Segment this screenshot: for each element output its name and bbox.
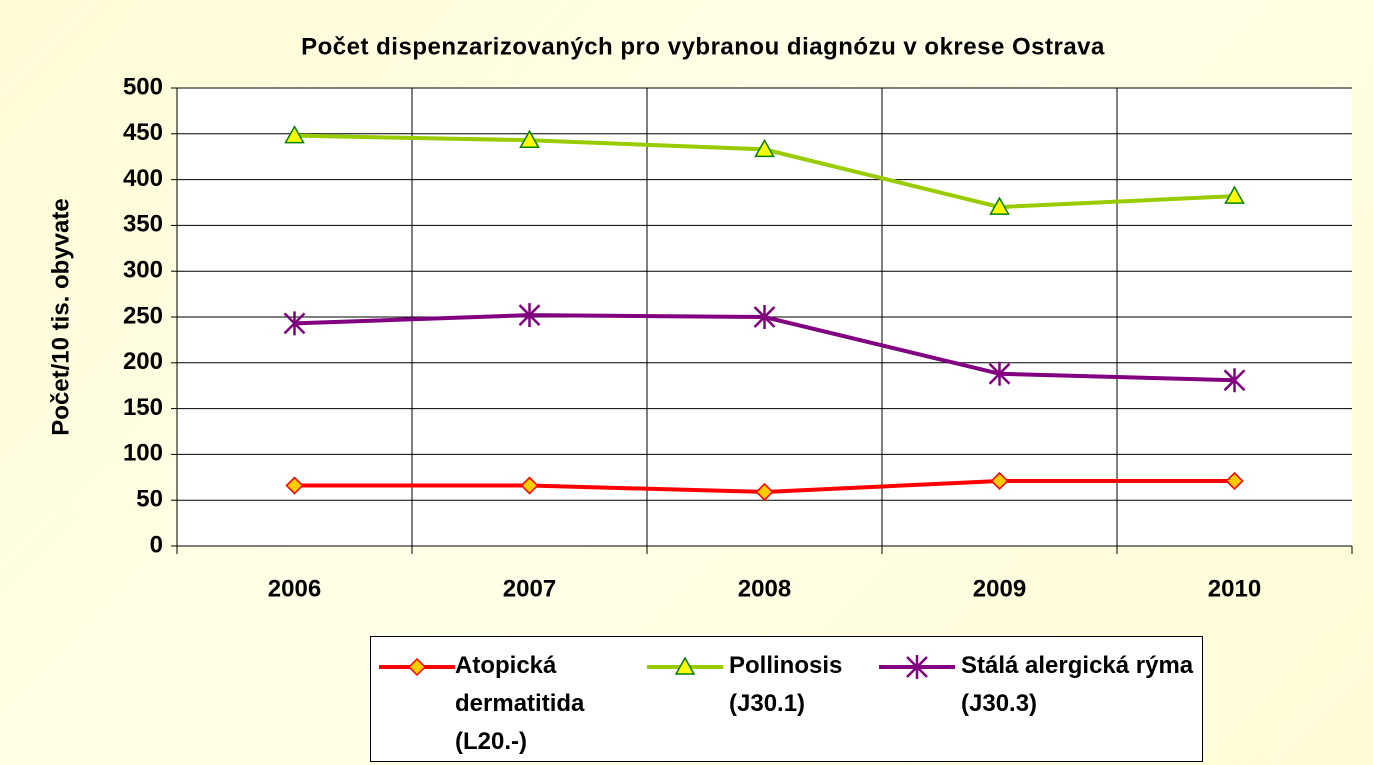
y-tick-label: 150 xyxy=(123,394,163,421)
x-tick-label: 2009 xyxy=(973,575,1026,602)
y-tick-label: 350 xyxy=(123,211,163,238)
marker xyxy=(755,482,774,502)
y-tick-label: 50 xyxy=(136,486,163,513)
y-tick-label: 0 xyxy=(150,531,163,558)
marker xyxy=(518,303,541,328)
x-tick-label: 2006 xyxy=(268,575,321,602)
x-tick-label: 2007 xyxy=(503,575,556,602)
marker xyxy=(520,476,539,495)
x-tick-label: 2008 xyxy=(738,575,791,602)
legend-swatch xyxy=(879,655,955,679)
y-tick-label: 200 xyxy=(123,348,163,375)
legend-swatch xyxy=(647,656,723,675)
marker xyxy=(989,196,1010,215)
y-tick-label: 250 xyxy=(123,302,163,329)
legend-label: Stálá alergická rýma (J30.3) xyxy=(961,652,1194,717)
legend-label: Atopická dermatitida (L20.-) xyxy=(455,652,585,755)
y-tick-label: 500 xyxy=(123,73,163,100)
marker xyxy=(988,361,1011,386)
chart-title: Počet dispenzarizovaných pro vybranou di… xyxy=(301,33,1105,60)
legend: Atopická dermatitida (L20.-) Pollinosis (… xyxy=(370,636,1203,762)
marker xyxy=(1224,185,1245,204)
marker xyxy=(1225,471,1244,491)
marker xyxy=(753,305,776,329)
marker xyxy=(407,657,427,677)
marker xyxy=(285,476,304,495)
marker xyxy=(754,138,775,158)
marker xyxy=(283,311,306,336)
y-tick-label: 100 xyxy=(123,440,163,467)
legend-label: Pollinosis (J30.1) xyxy=(729,652,843,717)
y-tick-label: 450 xyxy=(123,119,163,146)
marker xyxy=(519,129,540,148)
legend-swatch xyxy=(379,657,455,677)
y-tick-label: 400 xyxy=(123,165,163,192)
marker xyxy=(284,125,305,144)
y-tick-label: 300 xyxy=(123,257,163,284)
marker xyxy=(1223,368,1246,393)
marker xyxy=(906,655,928,679)
y-axis-label: Počet/10 tis. obyvate xyxy=(47,198,74,435)
x-tick-label: 2010 xyxy=(1208,575,1261,602)
marker xyxy=(990,471,1009,491)
marker xyxy=(674,656,696,675)
